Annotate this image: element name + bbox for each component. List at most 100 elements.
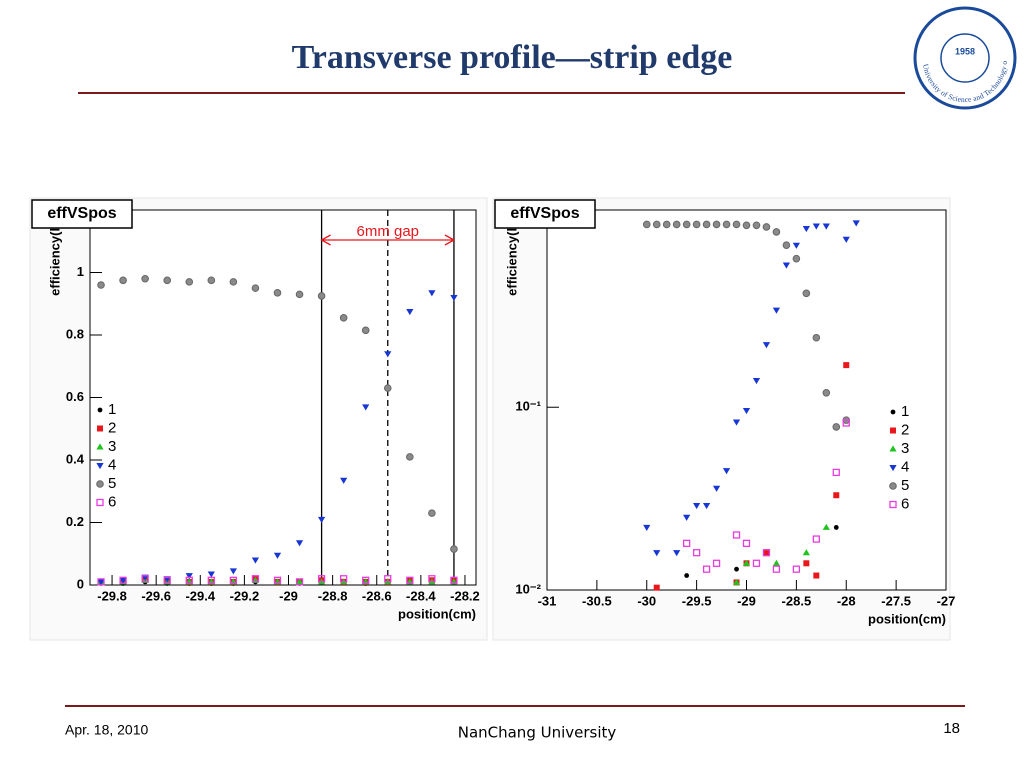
marker xyxy=(163,276,171,285)
marker xyxy=(163,576,171,584)
legend-label: 3 xyxy=(108,438,116,455)
legend-marker xyxy=(97,407,103,413)
legend-label: 4 xyxy=(108,456,116,473)
marker xyxy=(702,565,711,573)
legend-label: 3 xyxy=(901,440,909,457)
x-tick-label: -29.5 xyxy=(682,593,712,608)
marker xyxy=(772,559,781,566)
footer-page: 18 xyxy=(943,720,960,737)
x-tick-label: -30 xyxy=(637,593,656,608)
marker xyxy=(683,514,691,521)
legend-label: 5 xyxy=(901,477,909,494)
marker xyxy=(693,502,701,510)
marker xyxy=(643,524,651,532)
marker xyxy=(832,423,841,431)
marker xyxy=(207,576,215,584)
marker xyxy=(295,540,304,547)
marker xyxy=(833,492,840,499)
marker xyxy=(792,565,801,573)
marker xyxy=(340,477,348,484)
marker xyxy=(683,539,691,547)
marker xyxy=(763,549,770,556)
marker xyxy=(652,220,661,229)
x-tick-label: -30.5 xyxy=(582,593,612,608)
marker xyxy=(812,223,820,230)
marker xyxy=(792,254,801,263)
marker xyxy=(812,333,821,342)
y-tick-label: 1 xyxy=(77,264,84,279)
x-tick-label: -29.8 xyxy=(97,588,127,603)
marker xyxy=(450,545,458,553)
y-tick-label: 10⁻² xyxy=(515,581,541,596)
marker xyxy=(428,290,436,297)
marker xyxy=(762,549,771,557)
footer-date: Apr. 18, 2010 xyxy=(65,722,149,738)
marker xyxy=(450,576,458,584)
plot-panel: -31 -30.5 -30 -29.5 -29 -28.5 -28 -27.5 -27 10⁻² 1… xyxy=(492,197,955,641)
marker xyxy=(843,362,850,369)
marker xyxy=(692,549,701,557)
marker xyxy=(842,419,850,427)
marker xyxy=(185,278,194,286)
legend-label: 1 xyxy=(108,401,116,418)
marker xyxy=(722,468,731,475)
marker xyxy=(428,509,436,517)
plot-frame xyxy=(89,209,477,586)
marker xyxy=(97,578,105,586)
x-tick-label: -28.2 xyxy=(450,588,480,603)
marker xyxy=(734,566,739,572)
marker xyxy=(802,289,811,298)
marker xyxy=(772,307,781,314)
marker xyxy=(251,575,260,583)
legend-marker xyxy=(889,482,897,490)
marker xyxy=(684,573,690,578)
marker xyxy=(273,576,282,584)
marker xyxy=(732,578,741,585)
marker xyxy=(762,223,771,231)
y-tick-label: 10⁻¹ xyxy=(515,399,541,414)
legend-marker xyxy=(96,443,104,450)
marker xyxy=(362,404,370,411)
legend-label: 5 xyxy=(108,475,116,492)
x-tick-label: -28 xyxy=(837,593,856,608)
plot-frame xyxy=(546,209,947,591)
legend-marker xyxy=(889,464,897,472)
marker xyxy=(742,559,751,566)
y-tick-label: 0.8 xyxy=(66,326,84,341)
marker xyxy=(317,575,326,583)
x-tick-label: -27.5 xyxy=(881,593,911,608)
marker xyxy=(406,576,414,584)
marker xyxy=(752,221,761,230)
marker xyxy=(662,220,671,229)
y-tick-label: 0 xyxy=(77,576,84,591)
stats-box xyxy=(31,199,133,229)
marker xyxy=(732,531,741,539)
marker xyxy=(141,575,149,583)
marker xyxy=(185,573,193,580)
marker xyxy=(97,281,105,289)
marker xyxy=(119,576,127,584)
x-tick-label: -28.6 xyxy=(362,588,392,603)
marker xyxy=(852,220,860,227)
marker xyxy=(251,557,260,564)
x-tick-label: -28.8 xyxy=(318,588,348,603)
marker xyxy=(712,559,721,567)
marker xyxy=(229,568,237,575)
marker xyxy=(672,220,681,229)
marker xyxy=(772,228,781,236)
marker xyxy=(762,342,771,349)
marker xyxy=(813,572,820,579)
y-tick-label: 0.4 xyxy=(66,451,85,466)
marker xyxy=(682,220,691,229)
y-axis-label: efficiency(lo xyxy=(47,220,62,296)
marker xyxy=(361,326,370,335)
legend-label: 6 xyxy=(901,495,909,512)
gap-label: 6mm gap xyxy=(357,223,420,240)
marker xyxy=(842,236,850,243)
marker xyxy=(812,535,820,543)
legend-marker xyxy=(889,445,897,452)
logo-inner xyxy=(940,33,990,83)
marker xyxy=(229,278,238,286)
marker xyxy=(185,576,193,584)
